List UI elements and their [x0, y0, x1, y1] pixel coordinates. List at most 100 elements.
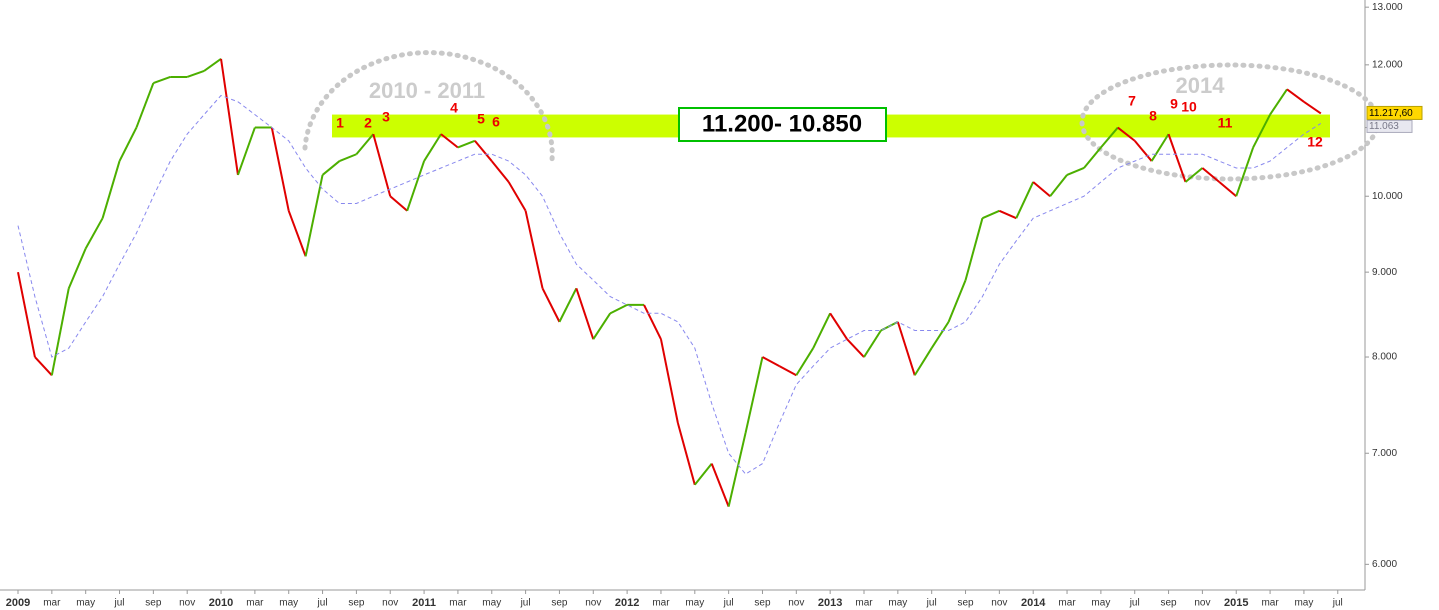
x-tick-label: jul [723, 598, 734, 609]
price-segment [304, 174, 324, 257]
x-tick-label: sep [1160, 598, 1177, 609]
x-tick-label: may [279, 598, 298, 609]
price-segment [896, 321, 916, 376]
y-tick-label: 9.000 [1372, 267, 1397, 278]
circle-2010 [302, 50, 555, 163]
peak-label: 4 [450, 100, 458, 116]
x-tick-label: sep [754, 598, 771, 609]
price-segment [778, 365, 797, 377]
x-tick-label: 2015 [1224, 597, 1248, 609]
price-segment [1269, 88, 1288, 116]
x-tick-label: may [888, 598, 907, 609]
x-tick-label: mar [1261, 598, 1279, 609]
x-tick-label: mar [855, 598, 873, 609]
price-segment [423, 133, 442, 162]
price-segment [490, 160, 510, 183]
peak-label: 5 [477, 111, 485, 127]
peak-label: 7 [1128, 93, 1136, 109]
price-segment [1252, 114, 1271, 148]
x-tick-label: mar [1058, 598, 1076, 609]
price-segment [964, 217, 984, 281]
price-segment [1303, 100, 1322, 115]
x-tick-label: nov [991, 598, 1007, 609]
x-tick-label: sep [957, 598, 974, 609]
price-segment [135, 82, 155, 128]
price-segment [186, 69, 205, 78]
x-tick-label: may [76, 598, 95, 609]
price-segment [930, 321, 950, 349]
price-segment [220, 58, 239, 176]
price-segment [237, 127, 256, 176]
price-segment [1150, 133, 1170, 162]
x-tick-label: may [685, 598, 704, 609]
ma-label: 11.063 [1369, 121, 1399, 132]
price-segment [101, 160, 121, 219]
price-segment [1032, 181, 1051, 197]
price-segment [710, 463, 730, 508]
period-label: 2014 [1176, 73, 1226, 98]
peak-label: 2 [364, 115, 372, 131]
price-segment [457, 139, 476, 149]
x-tick-label: sep [145, 598, 162, 609]
price-segment [575, 288, 595, 340]
x-tick-label: 2013 [818, 597, 842, 609]
price-segment [913, 347, 933, 376]
price-segment [659, 339, 679, 424]
price-segment [1133, 140, 1153, 162]
zone-label: 11.200- 10.850 [702, 110, 862, 137]
x-tick-label: nov [382, 598, 398, 609]
price-segment [1049, 174, 1068, 197]
price-segment [829, 312, 848, 340]
price-segment [50, 288, 70, 376]
price-segment [727, 432, 747, 507]
x-tick-label: jul [926, 598, 937, 609]
price-segment [440, 133, 459, 149]
price-segment [321, 160, 341, 176]
y-tick-label: 8.000 [1372, 352, 1397, 363]
price-segment [998, 209, 1017, 220]
y-tick-label: 13.000 [1372, 2, 1403, 13]
peak-label: 8 [1149, 108, 1157, 124]
price-segment [676, 422, 696, 486]
price-segment [846, 338, 865, 358]
period-label: 2010 - 2011 [369, 78, 485, 103]
peak-label: 11 [1218, 115, 1233, 131]
price-segment [287, 210, 307, 257]
y-tick-label: 6.000 [1372, 559, 1397, 570]
moving-average [17, 94, 1322, 475]
last-price-box [1366, 105, 1423, 120]
price-segment [17, 271, 36, 358]
price-segment [744, 356, 764, 434]
price-segment [84, 217, 104, 250]
price-segment [541, 287, 561, 323]
peak-label: 6 [492, 114, 500, 130]
price-segment [947, 279, 967, 323]
price-segment [153, 76, 171, 85]
price-segment [355, 133, 375, 155]
price-segment [982, 209, 1000, 220]
price-segment [34, 356, 53, 376]
price-segment [1218, 181, 1237, 197]
ma-box [1366, 119, 1413, 133]
peak-label: 1 [336, 115, 344, 131]
zone-label-box [678, 107, 887, 142]
price-segment [524, 210, 544, 289]
price-segment [795, 347, 815, 376]
x-tick-label: nov [788, 598, 804, 609]
y-tick-label: 7.000 [1372, 448, 1397, 459]
x-tick-label: 2009 [6, 597, 30, 609]
price-segment [812, 312, 832, 349]
price-segment [118, 127, 138, 162]
price-segment [643, 304, 662, 340]
price-segment [592, 312, 612, 340]
x-tick-label: jul [317, 598, 328, 609]
x-tick-label: sep [551, 598, 568, 609]
x-tick-label: sep [348, 598, 365, 609]
price-segment [1184, 167, 1204, 183]
x-tick-label: mar [449, 598, 467, 609]
price-segment [339, 153, 357, 162]
x-tick-label: jul [114, 598, 125, 609]
x-tick-label: nov [179, 598, 195, 609]
